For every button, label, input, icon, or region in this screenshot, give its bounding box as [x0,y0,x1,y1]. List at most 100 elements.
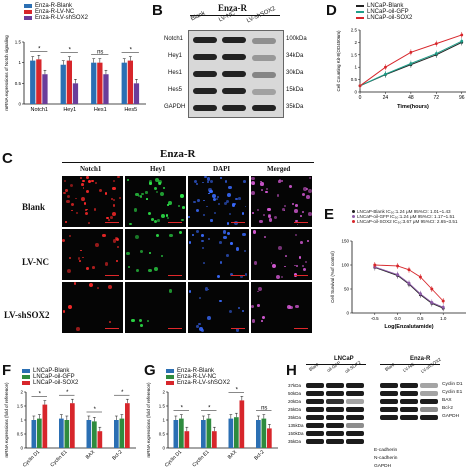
band-kda: 34kDa [286,53,304,59]
panel-f: LNCaP-Blank LNCaP-oil-GFP LNCaP-oil-SOX2… [0,360,140,474]
bar [239,400,245,448]
y-tick-label: 0 [346,311,349,316]
x-tick-label: 1.0 [440,316,447,321]
category-label: Bcl-2 [253,449,265,461]
blot-band [400,399,418,404]
cell-dot [235,247,240,252]
panel-d-legend: LNCaP-Blank LNCaP-oil-GFP LNCaP-oil-SOX2 [356,3,412,21]
y-tick-label: 0.5 [351,77,358,82]
cell-dot [275,274,280,279]
cell-dot [80,197,85,201]
cell-dot [112,239,116,243]
panel-b: Enza-R Blank LV-NC LV-shSOX2 Notch1 100k… [164,0,326,120]
cell-dot [155,191,158,194]
bar [59,418,64,448]
blot-band [193,105,217,111]
scale-bar [294,328,308,329]
cell-dot [112,204,116,207]
microscopy-image [251,282,312,333]
cell-dot [219,240,222,244]
legend-label: LNCaP-Blank IC₅₀:1.24 μM 95%CI: 1.01~1.4… [357,209,451,214]
blot-band [420,407,438,412]
cell-dot [259,219,263,223]
cell-dot [64,221,67,223]
row-label: LV-shSOX2 [4,310,50,320]
cell-dot [284,254,287,257]
significance-label: ns [261,406,267,412]
blot-band [306,439,324,444]
cell-dot [111,211,116,216]
cell-dot [308,176,312,179]
microscopy-image [251,176,312,227]
cell-dot [127,265,130,268]
y-tick-label: 150 [341,239,349,244]
cell-dot [200,329,205,333]
kda-label: 20kDa [288,399,302,404]
cell-dot [212,194,216,199]
blot-band [193,71,217,77]
bar [179,418,184,448]
legend-label: Enza-R-Blank [177,368,215,374]
panel-a-bar-chart: 0 0.5 1 1.5 * Notch1 * Hey1 ns Hes1 * Hes5 mRNA expr… [4,35,146,113]
cell-dot [64,179,67,182]
cell-dot [135,192,139,197]
cell-dot [202,246,205,249]
cell-dot [299,241,303,244]
panel-e-legend: LNCaP-Blank IC₅₀:1.24 μM 95%CI: 1.01~1.4… [352,209,474,224]
bar [173,420,179,448]
category-label: BAX [85,449,97,461]
cell-dot [243,250,246,253]
y-tick-label: 2 [354,40,357,45]
cell-dot [63,191,67,195]
cell-dot [62,309,66,313]
panel-b-header-line [190,15,280,16]
x-tick-label: 96 [459,95,465,101]
y-tick-label: 100 [341,263,349,268]
cell-dot [85,189,89,193]
cell-dot [219,261,222,264]
microscopy-image [188,176,249,227]
column-label: Hey1 [150,165,166,173]
x-tick-label: 48 [408,95,414,101]
cell-dot [193,180,197,184]
cell-dot [179,230,183,234]
cell-dot [99,188,103,193]
cell-dot [222,230,227,234]
legend-swatch [24,16,32,20]
cell-dot [241,212,244,215]
blot-band [193,88,217,94]
cell-dot [191,233,195,237]
blot-band [346,439,364,444]
bar [119,418,125,448]
legend-label: Enza-R-Blank [35,3,73,9]
protein-label: GAPDH [442,414,460,419]
panel-h: LNCaP Enza-R Blank oil-GFP oil-SOX2 Blan… [288,356,474,474]
legend-label: LNCaP-oil-SOX2 [33,380,79,386]
bar [125,403,130,448]
significance-label: * [236,387,239,393]
cell-dot [210,219,213,222]
significance-label: * [39,392,42,398]
category-label: Cyclin E1 [49,449,68,468]
significance-label: * [38,46,41,52]
bar [256,420,261,448]
blot-band [380,407,398,412]
blot-band [193,54,217,60]
band-kda: 100kDa [286,36,307,42]
microscopy-image [188,229,249,280]
cell-dot [199,297,201,299]
cell-dot [86,176,89,180]
bar [70,403,75,448]
bar [121,62,127,104]
cell-dot [258,287,263,291]
cell-dot [242,233,246,237]
cell-dot [288,185,293,189]
blot-band [346,407,364,412]
cell-dot [66,268,71,273]
cell-dot [278,180,281,183]
legend-swatch [166,381,174,385]
cell-dot [302,186,307,191]
cell-dot [196,208,200,212]
panel-f-legend: LNCaP-Blank LNCaP-oil-GFP LNCaP-oil-SOX2 [22,368,78,386]
legend-swatch [24,4,32,8]
